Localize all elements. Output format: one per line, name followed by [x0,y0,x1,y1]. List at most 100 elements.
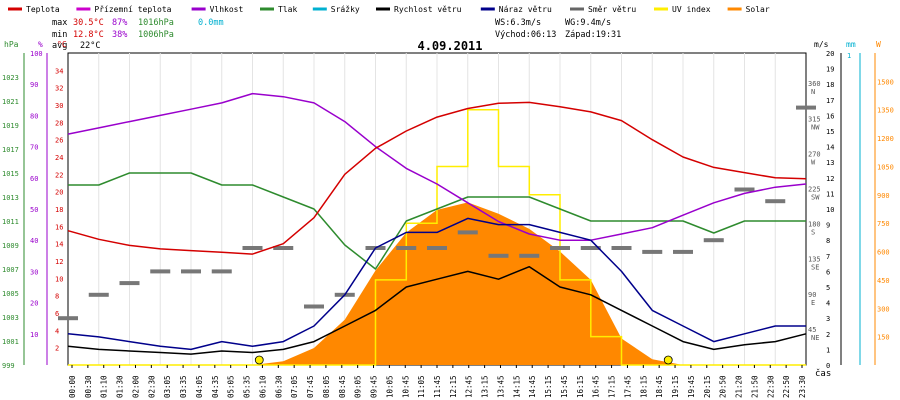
time-label: 14:15 [512,375,521,398]
time-label: 11:05 [417,375,426,398]
hpa-tick: 1017 [2,146,19,154]
humidity-line [67,92,807,241]
w-tick: 300 [877,305,890,313]
time-label: 12:45 [465,375,474,398]
time-label: 07:45 [306,375,315,398]
time-label: 10:45 [401,375,410,398]
time-label: 22:50 [782,375,791,398]
hpa-axis-title: hPa [4,40,19,49]
w-axis-title: W [876,40,881,49]
time-label: 18:15 [639,375,648,398]
temp-tick: 16 [55,223,63,231]
dir-tick: 90 [808,291,816,299]
temperature-line [67,101,807,255]
w-tick: 1050 [877,163,894,171]
hpa-tick: 1005 [2,290,19,298]
stats-max-label: max [52,18,67,28]
legend-label: Vlhkost [210,5,244,14]
time-label: 19:45 [687,375,696,398]
temp-tick: 18 [55,206,63,214]
wind-info-block: WS:6.3m/s WG:9.4m/s Východ:06:13 Západ:1… [495,18,621,40]
hpa-tick: 1023 [2,74,19,82]
stats-min-temp: 12.8°C [73,30,104,40]
w-tick: 600 [877,249,890,257]
time-label: 15:45 [560,375,569,398]
time-label: 10:05 [385,375,394,398]
ms-tick: 10 [826,206,834,214]
dir-label: N [811,88,815,96]
stats-min-hum: 38% [112,30,127,40]
dir-label: W [811,158,816,166]
time-label: 04:05 [195,375,204,398]
dir-label: E [811,299,815,307]
dir-tick: 270 [808,150,821,158]
hpa-tick: 1001 [2,338,19,346]
wind-dir-mark [304,304,324,309]
wind-dir-mark [642,249,663,254]
temp-tick: 24 [55,154,63,162]
wind-dir-mark [611,246,632,250]
legend-label: Náraz větru [499,5,552,14]
legend-label: Solar [746,5,770,14]
pressure-line [68,172,806,270]
wind-dir-mark [550,246,570,250]
wind-dir-mark [673,249,693,254]
time-label: 00:30 [84,375,93,398]
time-label: 17:15 [608,375,617,398]
legend: Teplota Přízemní teplota Vlhkost Tlak Srážky… [8,5,770,14]
legend-label: UV index [672,5,711,14]
wind-dir-mark [273,246,294,250]
temp-tick: 12 [55,258,63,266]
temp-tick: 4 [55,327,59,335]
ms-axis-title: m/s [814,40,829,49]
wind-ws: WS:6.3m/s [495,18,541,28]
time-label: 16:15 [576,375,585,398]
stats-max-press: 1016hPa [138,18,174,28]
time-label: 04:35 [211,375,220,398]
temp-tick: 2 [55,345,59,353]
ms-tick: 9 [826,222,830,230]
hpa-tick: 1015 [2,170,19,178]
ms-tick: 20 [826,50,834,58]
temp-tick: 6 [55,310,59,318]
stats-max-hum: 87% [112,18,127,28]
time-label: 06:30 [274,375,283,398]
stats-avg-temp: 22°C [80,41,100,51]
ms-tick: 8 [826,237,830,245]
legend-label: Směr větru [588,5,636,14]
legend-label: Rychlost větru [394,5,462,14]
time-label: 09:45 [370,375,379,398]
wind-dir-mark [242,246,263,250]
time-label: 01:30 [116,375,125,398]
time-label: 15:15 [544,375,553,398]
ms-tick: 15 [826,128,834,136]
series-layer [58,92,816,366]
legend-label: Teplota [26,5,60,14]
dir-label: S [811,229,815,237]
time-label: 05:35 [243,375,252,398]
stats-avg-label: avg [52,41,67,51]
pct-tick: 90 [30,81,38,89]
temp-tick: 30 [55,102,63,110]
ms-tick: 5 [826,284,830,292]
time-label: 22:30 [766,375,775,398]
stats-max-temp: 30.5°C [73,18,104,28]
time-label: 21:50 [750,375,759,398]
wind-dir-mark [580,246,601,250]
wind-dir-mark [150,269,171,274]
temp-tick: 28 [55,119,63,127]
time-label: 02:30 [147,375,156,398]
w-tick: 1200 [877,135,894,143]
ms-tick: 13 [826,159,834,167]
wind-dir-mark [181,269,201,274]
dir-label: NW [811,123,820,131]
pct-tick: 10 [30,331,38,339]
hpa-tick: 1019 [2,122,19,130]
wind-dir-mark [734,187,755,192]
temp-tick: 22 [55,171,63,179]
stats-min-press: 1006hPa [138,30,174,40]
time-label: 19:15 [671,375,680,398]
wind-dir-mark [119,281,140,286]
time-label: 18:45 [655,375,664,398]
time-label: 05:05 [227,375,236,398]
